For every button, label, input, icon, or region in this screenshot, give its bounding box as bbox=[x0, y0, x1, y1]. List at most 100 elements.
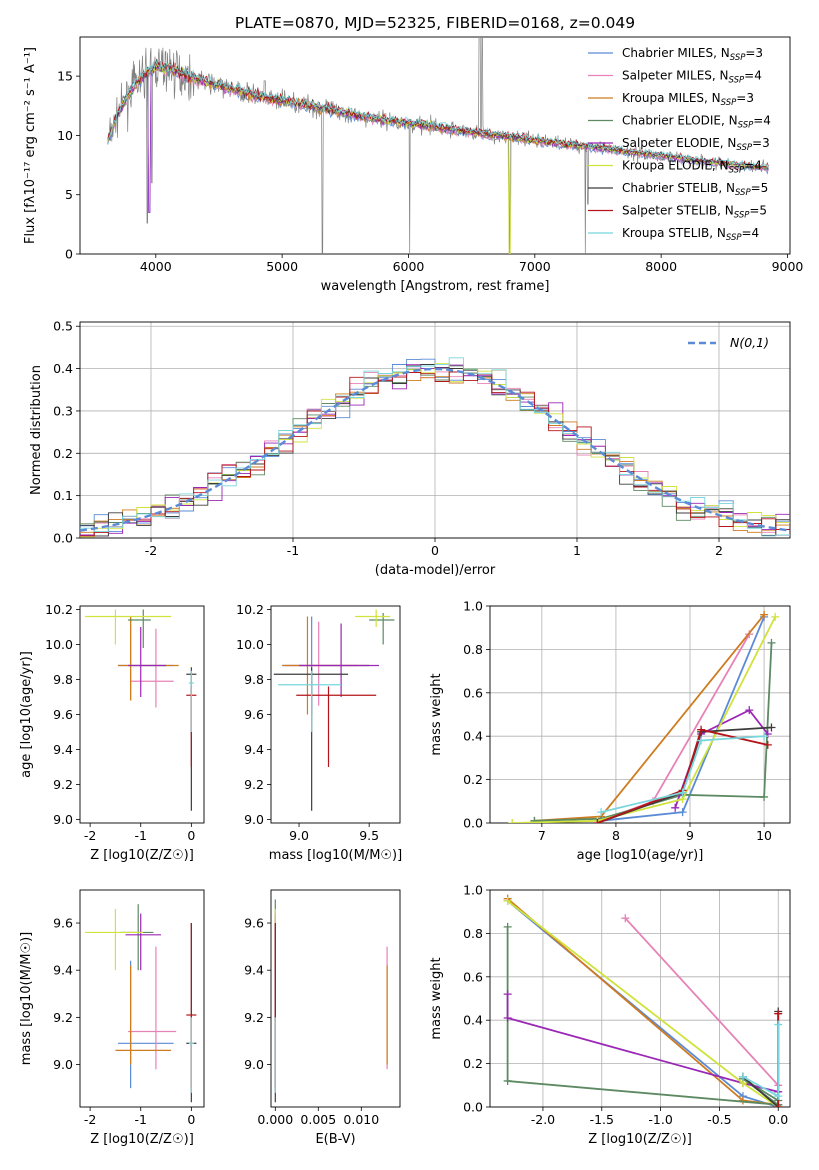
weight_vs_age-plot bbox=[508, 610, 780, 823]
y-tick-label: 9.0 bbox=[53, 812, 73, 827]
y-tick-label: 9.4 bbox=[244, 963, 264, 978]
x-axis-label: wavelength [Angstrom, rest frame] bbox=[321, 279, 550, 294]
legend-label-text: Chabrier MILES, N bbox=[622, 46, 730, 60]
legend-label-count: =4 bbox=[744, 159, 762, 173]
axes-frame bbox=[489, 889, 791, 1108]
axes-frame bbox=[270, 889, 401, 1108]
x-tick-label: 0 bbox=[187, 1112, 195, 1127]
y-tick-label: 9.2 bbox=[244, 1010, 264, 1025]
weight-marker-krou_stelib bbox=[678, 788, 687, 797]
x-tick-label: -2 bbox=[84, 828, 96, 843]
weight-marker-krou_miles bbox=[738, 1096, 747, 1105]
legend-label-salp_miles: Salpeter MILES, NSSP=4 bbox=[622, 69, 762, 86]
x-tick-label: 7 bbox=[538, 828, 546, 843]
weight-marker-chab_miles bbox=[678, 808, 687, 817]
y-tick-label: 1.0 bbox=[463, 599, 483, 614]
error-point-chab_miles bbox=[117, 616, 174, 701]
error-point-krou_stelib bbox=[188, 670, 194, 732]
weight-marker-salp_stelib bbox=[763, 740, 772, 749]
weight-line-krou_miles bbox=[507, 898, 779, 1106]
y-tick-label: 0.3 bbox=[53, 403, 73, 418]
legend-label-sub: SSP bbox=[735, 188, 751, 198]
legend-label-count: =5 bbox=[751, 181, 769, 195]
legend-label-chab_miles: Chabrier MILES, NSSP=3 bbox=[622, 46, 763, 63]
error-point-krou_elodie bbox=[355, 609, 391, 627]
axes-frame bbox=[79, 36, 791, 255]
x-tick-label: 0.010 bbox=[343, 1112, 379, 1127]
spectrum-plot bbox=[107, 37, 769, 254]
legend-label-chab_stelib: Chabrier STELIB, NSSP=5 bbox=[622, 181, 768, 198]
y-tick-label: 0.0 bbox=[463, 1100, 483, 1115]
y-tick-label: 0.2 bbox=[463, 772, 483, 787]
error-point-krou_stelib bbox=[278, 670, 342, 732]
weight-marker-chab_elodie bbox=[767, 638, 776, 647]
y-tick-label: 10 bbox=[57, 128, 73, 143]
x-axis-label: E(B-V) bbox=[315, 1132, 355, 1147]
weight-marker-krou_stelib bbox=[597, 808, 606, 817]
y-tick-label: 0 bbox=[65, 247, 73, 262]
x-tick-label: 7000 bbox=[519, 259, 551, 274]
axes-frame bbox=[79, 889, 205, 1108]
x-axis-label: (data-model)/error bbox=[375, 563, 496, 578]
x-axis-label: age [log10(age/yr)] bbox=[577, 848, 704, 863]
residuals-axes: -2 -1 0 1 2 0.0 0.1 0.2 0.3 0.4 0.5 (data-model)/er… bbox=[29, 319, 791, 578]
error-point-salp_miles bbox=[285, 621, 358, 706]
legend-label-text: Chabrier STELIB, N bbox=[622, 181, 735, 195]
x-tick-label: 2 bbox=[715, 543, 723, 558]
y-axis-label: Flux [fλ10⁻¹⁷ erg cm⁻² s⁻¹ A⁻¹] bbox=[23, 47, 38, 244]
weight_vs_age-axes: 7 8 9 10 0.0 0.2 0.4 0.6 0.8 1.0 age [log10(age/yr… bbox=[429, 599, 791, 863]
y-axis-label: mass weight bbox=[429, 957, 444, 1039]
y-axis-label: mass [log10(M/M☉)] bbox=[19, 932, 34, 1065]
y-tick-label: 0.0 bbox=[463, 816, 483, 831]
weight-marker-salp_miles bbox=[621, 914, 630, 923]
legend-label-sub: SSP bbox=[738, 121, 754, 131]
x-tick-label: -1 bbox=[135, 828, 147, 843]
x-axis-label: Z [log10(Z/Z☉)] bbox=[588, 1132, 692, 1147]
error-point-chab_stelib bbox=[273, 667, 349, 811]
y-tick-label: 10.0 bbox=[45, 637, 73, 652]
age_vs_Z-axes: -2 -1 0 9.0 9.2 9.4 9.6 9.8 10.0 10.2 Z [log10(Z/Z… bbox=[19, 602, 205, 863]
error-point-krou_elodie bbox=[85, 609, 172, 645]
weight-line-krou_miles bbox=[534, 614, 765, 822]
x-tick-label: -2 bbox=[84, 1112, 96, 1127]
spectrum-axes: 4000 5000 6000 7000 8000 9000 0 5 10 15 wavelength… bbox=[23, 36, 803, 294]
x-tick-label: 0.000 bbox=[257, 1112, 293, 1127]
x-axis-label: Z [log10(Z/Z☉)] bbox=[90, 848, 194, 863]
y-tick-label: 15 bbox=[57, 69, 73, 84]
weight-marker-chab_elodie bbox=[760, 792, 769, 801]
y-tick-label: 0.8 bbox=[463, 642, 483, 657]
x-tick-label: -2 bbox=[145, 543, 157, 558]
legend-label-count: =4 bbox=[753, 114, 771, 128]
error-point-salp_elodie bbox=[128, 627, 167, 697]
error-point-chab_elodie bbox=[128, 609, 151, 648]
legend-label-text: Salpeter ELODIE, N bbox=[622, 136, 736, 150]
x-tick-label: 9 bbox=[686, 828, 694, 843]
y-tick-label: 0.4 bbox=[463, 1013, 483, 1028]
residuals-plot bbox=[80, 357, 790, 538]
weight-marker-chab_elodie bbox=[503, 1076, 512, 1085]
x-tick-label: -1 bbox=[135, 1112, 147, 1127]
model-spectrum-line-salp_stelib bbox=[107, 61, 769, 170]
x-axis-label: mass [log10(M/M☉)] bbox=[269, 848, 402, 863]
legend-label-normal: N(0,1) bbox=[730, 335, 769, 350]
error-point-salp_elodie bbox=[125, 913, 161, 971]
y-tick-label: 10.0 bbox=[236, 637, 264, 652]
error-point-chab_elodie bbox=[369, 613, 395, 645]
y-tick-label: 9.0 bbox=[53, 1057, 73, 1072]
y-tick-label: 0.6 bbox=[463, 969, 483, 984]
weight-marker-krou_miles bbox=[760, 610, 769, 619]
x-tick-label: -1.5 bbox=[590, 1112, 614, 1127]
mass_vs_Z-axes: -2 -1 0 9.0 9.2 9.4 9.6 Z [log10(Z/Z☉)] mass [lo… bbox=[19, 889, 205, 1147]
legend-label-text: Kroupa ELODIE, N bbox=[622, 159, 729, 173]
y-tick-label: 9.8 bbox=[244, 672, 264, 687]
x-tick-label: 4000 bbox=[140, 259, 172, 274]
legend-label-text: Kroupa MILES, N bbox=[622, 91, 721, 105]
y-tick-label: 0.1 bbox=[53, 488, 73, 503]
weight-marker-salp_elodie bbox=[503, 1014, 512, 1023]
legend-label-sub: SSP bbox=[730, 53, 746, 63]
model-spectrum-line-salp_miles bbox=[107, 61, 769, 172]
legend-label-count: =4 bbox=[742, 226, 760, 240]
x-tick-label: -1.0 bbox=[648, 1112, 672, 1127]
axes-frame bbox=[79, 321, 791, 539]
x-tick-label: 5000 bbox=[266, 259, 298, 274]
